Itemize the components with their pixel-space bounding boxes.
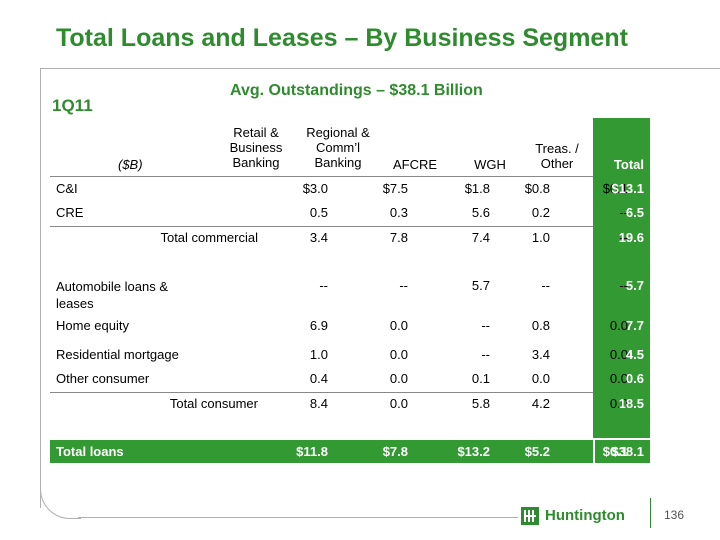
frame-bottom-line [78, 517, 518, 518]
cell-afcre: 0.1 [471, 371, 490, 386]
cell-treas: $0.1 [602, 181, 628, 196]
frame-top-line [40, 68, 720, 69]
total-row-separator [593, 440, 595, 463]
table-row-cre: CRE 0.5 0.3 5.6 0.2 -- 6.5 [50, 203, 650, 225]
cell-regional: $7.5 [382, 181, 408, 196]
cell-treas: $0.1 [602, 444, 628, 459]
period-label: 1Q11 [52, 96, 93, 115]
cell-afcre: 7.4 [471, 230, 490, 245]
footer-divider [650, 498, 651, 528]
cell-regional: 0.3 [389, 205, 408, 220]
row-label: Total commercial [160, 230, 258, 245]
commercial-divider [50, 226, 593, 227]
consumer-divider [50, 392, 593, 393]
table-row-total-commercial: Total commercial 3.4 7.8 7.4 1.0 -- 19.6 [50, 228, 650, 250]
cell-afcre: 5.7 [471, 278, 490, 293]
row-label: Automobile loans & leases [56, 279, 169, 311]
row-label: CRE [56, 205, 84, 220]
cell-retail: 0.5 [309, 205, 328, 220]
table-row-automobile: Automobile loans & leases -- -- 5.7 -- -… [50, 276, 650, 311]
cell-total: 6.5 [625, 205, 644, 220]
cell-retail: $11.8 [296, 444, 328, 459]
cell-afcre: -- [481, 318, 490, 333]
cell-regional: 0.0 [389, 371, 408, 386]
cell-total: 0.6 [625, 371, 644, 386]
cell-regional: $7.8 [382, 444, 408, 459]
cell-wgh: -- [541, 278, 550, 293]
table-row-ci: C&I $3.0 $7.5 $1.8 $0.8 $0.1 $13.1 [50, 179, 650, 201]
huntington-logo-text: Huntington [545, 507, 625, 524]
total-column-background [593, 118, 650, 438]
cell-total: $13.1 [611, 181, 644, 196]
cell-afcre: $13.2 [457, 444, 490, 459]
cell-regional: 0.0 [389, 318, 408, 333]
cell-afcre: $1.8 [464, 181, 490, 196]
cell-afcre: -- [481, 347, 490, 362]
frame-left-line [40, 68, 41, 508]
cell-total: 18.5 [618, 396, 644, 411]
cell-regional: 0.0 [389, 396, 408, 411]
cell-treas: 0.0 [609, 347, 628, 362]
cell-treas: 0.0 [609, 396, 628, 411]
slide-subtitle: Avg. Outstandings – $38.1 Billion [230, 82, 483, 99]
row-label: Residential mortgage [56, 347, 179, 362]
cell-wgh: 0.0 [531, 371, 550, 386]
row-label: C&I [56, 181, 78, 196]
header-retail-business-banking: Retail & Business Banking [229, 125, 283, 170]
cell-wgh: 4.2 [531, 396, 550, 411]
row-label: Total loans [56, 444, 124, 459]
header-total: Total [613, 157, 644, 172]
cell-afcre: 5.6 [471, 205, 490, 220]
frame-corner-curve [40, 478, 81, 519]
cell-retail: $3.0 [302, 181, 328, 196]
cell-wgh: 1.0 [531, 230, 550, 245]
header-wgh: WGH [474, 157, 506, 172]
cell-wgh: 0.2 [531, 205, 550, 220]
cell-treas: -- [619, 230, 628, 245]
table-row-home-equity: Home equity 6.9 0.0 -- 0.8 0.0 7.7 [50, 316, 650, 338]
cell-regional: 0.0 [389, 347, 408, 362]
cell-retail: -- [319, 278, 328, 293]
slide-title: Total Loans and Leases – By Business Seg… [56, 24, 628, 52]
cell-treas: -- [619, 278, 628, 293]
cell-treas: -- [619, 205, 628, 220]
table-row-total-loans: Total loans $11.8 $7.8 $13.2 $5.2 $0.1 $… [50, 440, 650, 463]
unit-label: ($B) [118, 157, 143, 172]
header-afcre: AFCRE [392, 157, 438, 172]
cell-total: 5.7 [625, 278, 644, 293]
row-label: Other consumer [56, 371, 150, 386]
header-divider [50, 176, 593, 177]
cell-retail: 6.9 [309, 318, 328, 333]
huntington-logo: Huntington [521, 505, 633, 527]
cell-afcre: 5.8 [471, 396, 490, 411]
huntington-logo-icon [521, 507, 539, 525]
cell-wgh: 3.4 [531, 347, 550, 362]
cell-wgh: 0.8 [531, 318, 550, 333]
row-label: Total consumer [169, 396, 258, 411]
cell-regional: -- [399, 278, 408, 293]
cell-total: 19.6 [618, 230, 644, 245]
header-treas-other: Treas. / Other [535, 141, 579, 171]
cell-wgh: $5.2 [524, 444, 550, 459]
table-row-residential-mortgage: Residential mortgage 1.0 0.0 -- 3.4 0.0 … [50, 345, 650, 367]
header-regional-comml-banking: Regional & Comm’l Banking [306, 125, 370, 170]
cell-total: 4.5 [625, 347, 644, 362]
cell-total: $38.1 [611, 444, 644, 459]
cell-retail: 1.0 [309, 347, 328, 362]
cell-retail: 3.4 [309, 230, 328, 245]
page-number: 136 [664, 508, 685, 522]
cell-total: 7.7 [625, 318, 644, 333]
cell-retail: 8.4 [309, 396, 328, 411]
row-label: Home equity [56, 318, 129, 333]
table-row-other-consumer: Other consumer 0.4 0.0 0.1 0.0 0.0 0.6 [50, 369, 650, 391]
cell-retail: 0.4 [309, 371, 328, 386]
cell-regional: 7.8 [389, 230, 408, 245]
table-row-total-consumer: Total consumer 8.4 0.0 5.8 4.2 0.0 18.5 [50, 394, 650, 416]
cell-wgh: $0.8 [524, 181, 550, 196]
cell-treas: 0.0 [609, 318, 628, 333]
cell-treas: 0.0 [609, 371, 628, 386]
